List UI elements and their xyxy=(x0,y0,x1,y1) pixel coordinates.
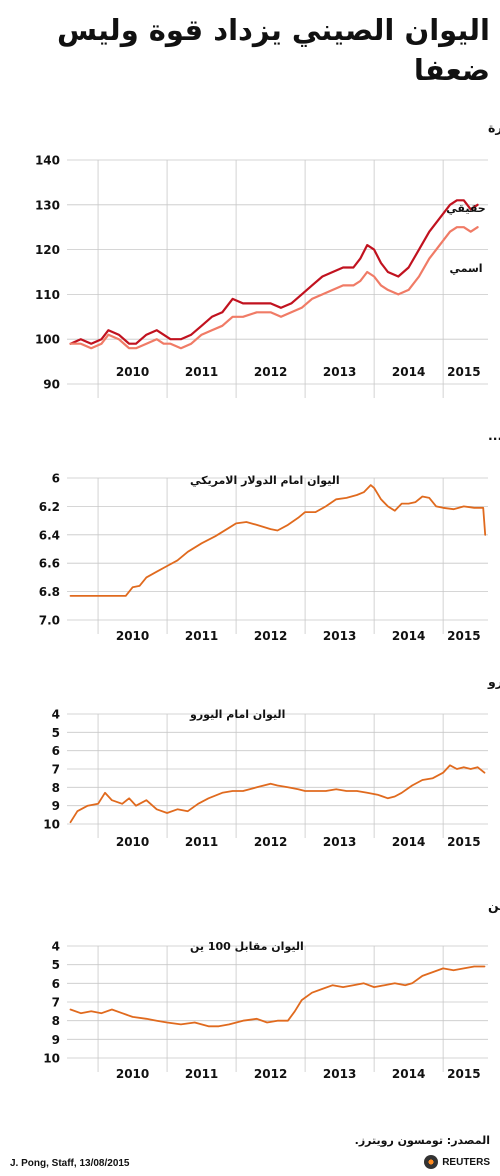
x-tick-label: 2014 xyxy=(392,365,425,379)
x-tick-label: 2011 xyxy=(185,629,218,643)
y-tick-label: 10 xyxy=(43,1052,60,1066)
chart-panel-2: اليوان عندما يكون اضعف بشكل طفيف امام ال… xyxy=(39,428,500,643)
x-tick-label: 2013 xyxy=(323,1067,356,1081)
x-tick-label: 2015 xyxy=(447,835,480,849)
chart-panel-3: ... يزداد قوة أمام اليورو 4 5 6 7 8 9 10 2010 201… xyxy=(43,673,500,849)
y-tick-label: 9 xyxy=(52,1033,60,1047)
y-tick-label: 120 xyxy=(35,243,60,257)
x-tick-label: 2014 xyxy=(392,629,425,643)
x-tick-label: 2010 xyxy=(116,1067,149,1081)
chart-title: اليوان عندما يكون اضعف بشكل طفيف امام ال… xyxy=(488,428,500,444)
y-tick-label: 90 xyxy=(43,378,60,392)
y-tick-label: 10 xyxy=(43,818,60,832)
y-tick-label: 6.6 xyxy=(39,557,60,571)
x-tick-label: 2013 xyxy=(323,629,356,643)
chart-panel-1: مؤشر اليوان المرجح للتجارة 140 130 120 110 10… xyxy=(35,120,500,398)
series-line-1 xyxy=(69,199,479,345)
y-tick-label: 5 xyxy=(52,958,60,972)
y-tick-label: 6.4 xyxy=(39,528,60,542)
y-tick-label: 7 xyxy=(52,763,60,777)
series-line-2 xyxy=(69,226,479,350)
y-tick-label: 7 xyxy=(52,996,60,1010)
chart-title: ... والين xyxy=(488,898,500,913)
y-tick-label: 8 xyxy=(52,781,60,795)
x-tick-label: 2011 xyxy=(185,835,218,849)
series-label-1: حقيقي xyxy=(446,202,485,215)
x-tick-label: 2012 xyxy=(254,835,287,849)
x-tick-label: 2010 xyxy=(116,629,149,643)
x-tick-label: 2010 xyxy=(116,835,149,849)
x-tick-label: 2012 xyxy=(254,1067,287,1081)
x-tick-label: 2010 xyxy=(116,365,149,379)
chart-title: ... يزداد قوة أمام اليورو xyxy=(487,673,500,690)
x-tick-label: 2012 xyxy=(254,629,287,643)
y-tick-label: 5 xyxy=(52,726,60,740)
x-tick-label: 2013 xyxy=(323,365,356,379)
series-line-1 xyxy=(69,484,487,597)
footer-credit: J. Pong, Staff, 13/08/2015 xyxy=(10,1158,130,1169)
y-tick-label: 6 xyxy=(52,472,60,486)
series-line-1 xyxy=(69,764,486,824)
y-tick-label: 6.2 xyxy=(39,500,60,514)
y-tick-label: 130 xyxy=(35,198,60,212)
series-label-2: اسمي xyxy=(449,262,482,275)
main-title: اليوان الصيني يزداد قوة وليس ضعفا xyxy=(56,13,490,87)
x-tick-label: 2015 xyxy=(447,365,480,379)
y-tick-label: 7.0 xyxy=(39,614,60,628)
y-tick-label: 6.8 xyxy=(39,585,60,599)
chart-panel-4: ... والين 4 5 6 7 8 9 10 2010 2011 2012 2013 2014 201… xyxy=(43,898,500,1081)
x-tick-label: 2012 xyxy=(254,365,287,379)
inner-label: اليوان امام اليورو xyxy=(189,708,285,721)
y-tick-label: 6 xyxy=(52,977,60,991)
chart-title: مؤشر اليوان المرجح للتجارة xyxy=(488,120,500,135)
x-tick-label: 2013 xyxy=(323,835,356,849)
y-tick-label: 110 xyxy=(35,288,60,302)
x-tick-label: 2015 xyxy=(447,629,480,643)
series-line-1 xyxy=(69,965,486,1028)
y-tick-label: 100 xyxy=(35,333,60,347)
y-tick-label: 6 xyxy=(52,744,60,758)
reuters-logo: REUTERS xyxy=(424,1155,490,1169)
reuters-logo-text: REUTERS xyxy=(442,1156,490,1168)
inner-label: اليوان مقابل 100 ين xyxy=(190,940,304,953)
x-tick-label: 2015 xyxy=(447,1067,480,1081)
y-tick-label: 8 xyxy=(52,1014,60,1028)
x-tick-label: 2014 xyxy=(392,835,425,849)
inner-label: اليوان امام الدولار الامريكي xyxy=(190,474,340,487)
y-tick-label: 9 xyxy=(52,799,60,813)
x-tick-label: 2011 xyxy=(185,365,218,379)
y-tick-label: 4 xyxy=(52,940,60,954)
y-tick-label: 4 xyxy=(52,708,60,722)
reuters-logo-icon xyxy=(424,1155,439,1169)
y-tick-label: 140 xyxy=(35,154,60,168)
x-tick-label: 2011 xyxy=(185,1067,218,1081)
x-tick-label: 2014 xyxy=(392,1067,425,1081)
footer-source: المصدر: تومسون رويترز. xyxy=(354,1134,490,1147)
